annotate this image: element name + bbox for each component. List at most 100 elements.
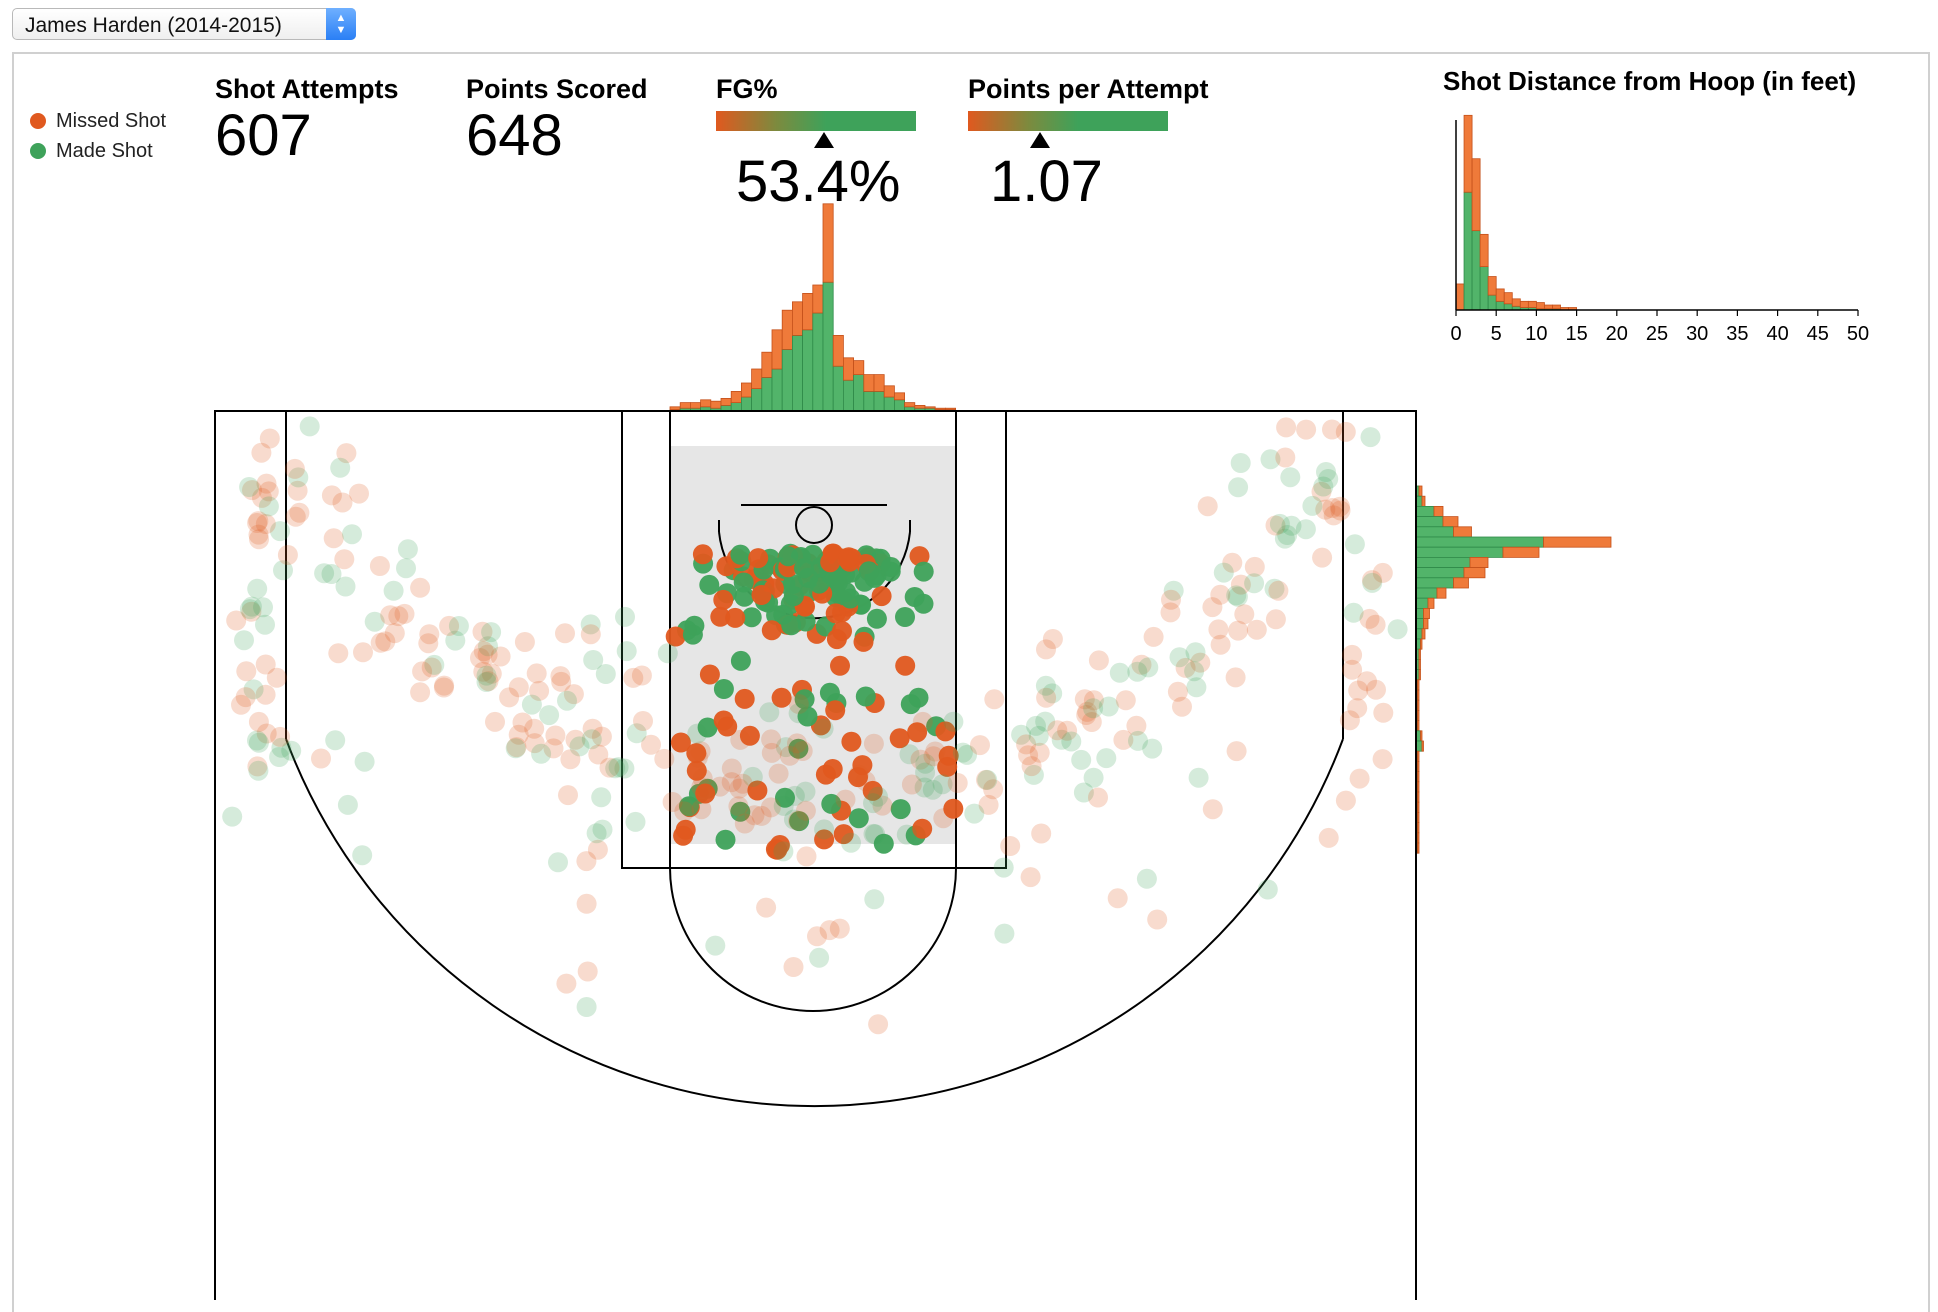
shot-missed-point [662,792,683,812]
shot-made-point [1073,782,1094,803]
shot-made-point [795,781,816,802]
shot-missed-point [787,733,807,754]
shot-made-point [880,557,901,577]
shot-missed-point [311,748,331,769]
shot-missed-point [526,663,547,684]
three-point-arc [285,738,1344,1108]
shot-missed-point [558,785,578,806]
xhist-bar-missed [781,309,793,350]
shot-missed-point [580,624,601,645]
yhist-bar-missed [1421,628,1426,640]
shot-made-point [1109,662,1130,683]
shot-made-point [913,593,934,614]
shot-missed-point [412,661,433,682]
shot-missed-point [807,926,827,947]
hoop [795,506,833,544]
xhist-bar-missed [883,385,895,398]
shot-missed-point [1190,652,1211,673]
shot-made-point [1302,495,1323,516]
shot-made-point [1227,586,1248,607]
dist-bar-made [1487,294,1497,311]
dist-bar-missed [1455,283,1465,311]
yhist-bar-missed [1420,638,1423,650]
shot-missed-point [248,711,269,732]
shot-missed-point [751,805,772,826]
shot-made-point [865,824,886,845]
shot-missed-point [852,755,873,776]
shot-missed-point [478,671,499,692]
shot-missed-point [761,742,782,763]
shot-made-point [1083,767,1104,788]
shot-made-point [759,702,780,723]
shot-missed-point [673,825,694,846]
shot-missed-point [1234,604,1255,625]
shot-missed-point [765,839,786,860]
shot-made-point [1360,427,1381,448]
lane-outer [621,410,1007,869]
shot-made-point [848,808,869,829]
shot-missed-point [895,655,916,676]
dist-bar-missed [1479,233,1489,268]
shot-missed-point [829,918,850,939]
shot-made-point [858,561,879,582]
shot-missed-point [1372,749,1393,770]
dist-bar-missed [1503,292,1513,305]
fg-pct-gauge [716,111,916,131]
shot-made-point [742,766,763,787]
shot-missed-point [761,620,782,641]
shot-made-point [730,801,751,822]
shot-missed-point [499,687,520,708]
shot-made-point [1313,476,1334,497]
shot-made-point [476,672,497,692]
shot-made-point [608,757,629,778]
shot-missed-point [242,480,262,501]
yhist-bar-missed [1453,526,1472,538]
yhist-bar-missed [1442,516,1459,528]
shot-made-point [445,630,466,651]
shot-made-point [605,758,626,779]
shot-missed-point [692,768,713,789]
yhist-bar-missed [1417,750,1420,762]
yhist-bar-made [1415,577,1454,589]
player-select[interactable]: James Harden (2014-2015) ▲ ▼ [12,8,356,40]
shot-made-point [557,690,577,711]
xhist-bar-missed [710,400,722,409]
dist-tick-label: 40 [1766,323,1788,345]
shot-missed-point [490,646,511,667]
shot-missed-point [1230,574,1251,595]
shot-made-point [1226,585,1247,606]
xhist-bar-missed [924,406,936,409]
shot-missed-point [410,577,431,598]
paint-fill [670,446,956,844]
shot-missed-point [1312,547,1333,568]
shot-missed-point [1228,620,1249,641]
yhist-bar-missed [1417,801,1420,813]
shot-made-point [248,760,269,781]
shot-missed-point [321,485,342,506]
shot-made-point [1136,868,1157,889]
shot-missed-point [687,747,708,768]
shot-made-point [1035,711,1056,732]
shot-missed-point [686,743,707,764]
shot-missed-point [1113,729,1134,750]
shot-made-point [896,824,917,845]
yhist-bar-made [1415,505,1435,517]
shot-missed-point [1315,499,1336,520]
shot-missed-point [334,549,355,570]
yhist-bar-missed [1417,720,1420,732]
shot-attempts-label: Shot Attempts [215,74,399,104]
shot-missed-point [633,711,653,731]
shot-missed-point [833,824,854,845]
points-scored-label: Points Scored [466,74,648,104]
shot-missed-point [853,631,874,652]
shot-made-point [1344,534,1365,555]
yhist-bar-missed [1417,689,1420,701]
shot-missed-point [591,726,612,747]
shot-missed-point [1016,734,1037,755]
shot-missed-point [691,799,712,820]
shot-missed-point [970,735,990,756]
shot-missed-point [1000,836,1021,856]
xhist-bar-made [832,365,844,412]
shot-made-point [932,774,953,795]
shot-missed-point [925,741,946,762]
